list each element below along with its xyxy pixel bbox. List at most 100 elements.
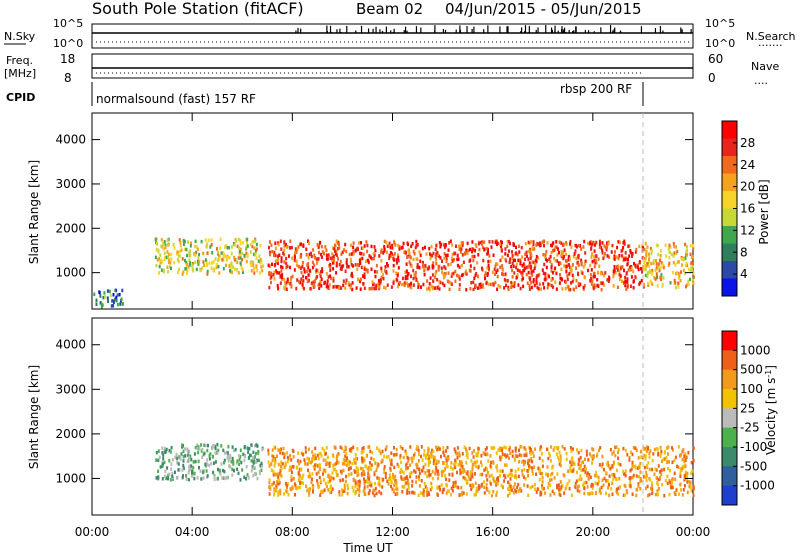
echo-cell (465, 449, 468, 454)
echo-cell (481, 242, 483, 246)
echo-cell (375, 263, 378, 268)
echo-cell (648, 451, 651, 456)
echo-cell (590, 454, 593, 458)
echo-cell (490, 460, 492, 465)
echo-cell (516, 252, 519, 257)
echo-cell (206, 462, 209, 467)
echo-cell (530, 280, 533, 285)
echo-cell (473, 276, 476, 280)
echo-cell (222, 252, 225, 257)
echo-cell (233, 258, 236, 262)
echo-cell (623, 268, 625, 273)
echo-cell (612, 477, 615, 481)
echo-cell (510, 468, 513, 473)
echo-cell (658, 486, 660, 491)
echo-cell (386, 283, 389, 287)
echo-cell (579, 282, 582, 287)
echo-cell (369, 461, 371, 465)
echo-cell (578, 466, 581, 471)
echo-cell (537, 273, 540, 278)
echo-cell (163, 474, 166, 478)
echo-cell (259, 463, 262, 468)
echo-cell (284, 461, 287, 465)
freq-strip: Freq. [MHz] 18 8 60 0 Nave .... (4, 52, 779, 87)
echo-cell (500, 244, 503, 249)
echo-cell (640, 449, 643, 454)
echo-cell (387, 482, 390, 486)
echo-cell (324, 481, 327, 486)
echo-cell (601, 241, 604, 245)
echo-cell (515, 245, 517, 250)
echo-cell (501, 240, 503, 245)
echo-cell (406, 491, 409, 495)
echo-cell (642, 447, 645, 451)
echo-cell (396, 261, 398, 265)
echo-cell (571, 263, 574, 267)
echo-cell (255, 247, 258, 251)
echo-cell (289, 465, 292, 469)
echo-cell (208, 454, 211, 458)
echo-cell (279, 468, 282, 473)
echo-cell (209, 452, 212, 456)
echo-cell (587, 241, 590, 246)
echo-cell (417, 459, 420, 463)
echo-cell (684, 474, 686, 478)
echo-cell (577, 263, 580, 267)
echo-cell (603, 476, 606, 481)
echo-cell (239, 455, 242, 459)
echo-cell (308, 491, 311, 495)
echo-cell (636, 466, 639, 470)
echo-cell (672, 254, 675, 258)
echo-cell (570, 457, 573, 461)
echo-cell (506, 453, 509, 458)
echo-cell (238, 458, 241, 462)
echo-cell (428, 252, 431, 256)
echo-cell (535, 279, 538, 283)
echo-cell (217, 476, 219, 481)
echo-cell (182, 270, 185, 274)
echo-cell (255, 443, 258, 447)
echo-cell (651, 467, 654, 472)
echo-cell (627, 268, 630, 272)
echo-cell (499, 457, 502, 462)
echo-cell (532, 242, 535, 247)
echo-cell (624, 283, 627, 288)
echo-cell (669, 281, 672, 285)
echo-cell (613, 265, 616, 269)
echo-cell (555, 452, 558, 456)
echo-cell (585, 449, 588, 454)
echo-cell (395, 483, 398, 487)
echo-cell (616, 285, 619, 289)
echo-cell (575, 256, 578, 261)
echo-cell (631, 492, 634, 496)
echo-cell (158, 455, 161, 459)
echo-cell (416, 262, 419, 267)
echo-cell (290, 470, 293, 474)
echo-cell (671, 480, 674, 485)
echo-cell (567, 258, 570, 262)
echo-cell (313, 455, 316, 459)
echo-cell (116, 293, 119, 297)
echo-cell (175, 476, 178, 480)
echo-cell (186, 271, 188, 275)
echo-cell (349, 257, 352, 262)
echo-cell (101, 303, 104, 307)
echo-cell (380, 259, 383, 263)
echo-cell (381, 485, 384, 489)
echo-cell (499, 474, 501, 478)
echo-cell (445, 459, 448, 463)
echo-cell (273, 458, 276, 462)
echo-cell (399, 456, 402, 460)
echo-cell (632, 445, 635, 450)
echo-cell (343, 489, 346, 493)
echo-cell (651, 272, 654, 276)
echo-cell (680, 270, 682, 274)
echo-cell (319, 270, 322, 274)
echo-cell (340, 286, 343, 290)
echo-cell (582, 285, 585, 290)
echo-cell (226, 451, 229, 455)
echo-cell (511, 454, 514, 458)
echo-cell (623, 239, 626, 244)
echo-cell (470, 473, 473, 478)
